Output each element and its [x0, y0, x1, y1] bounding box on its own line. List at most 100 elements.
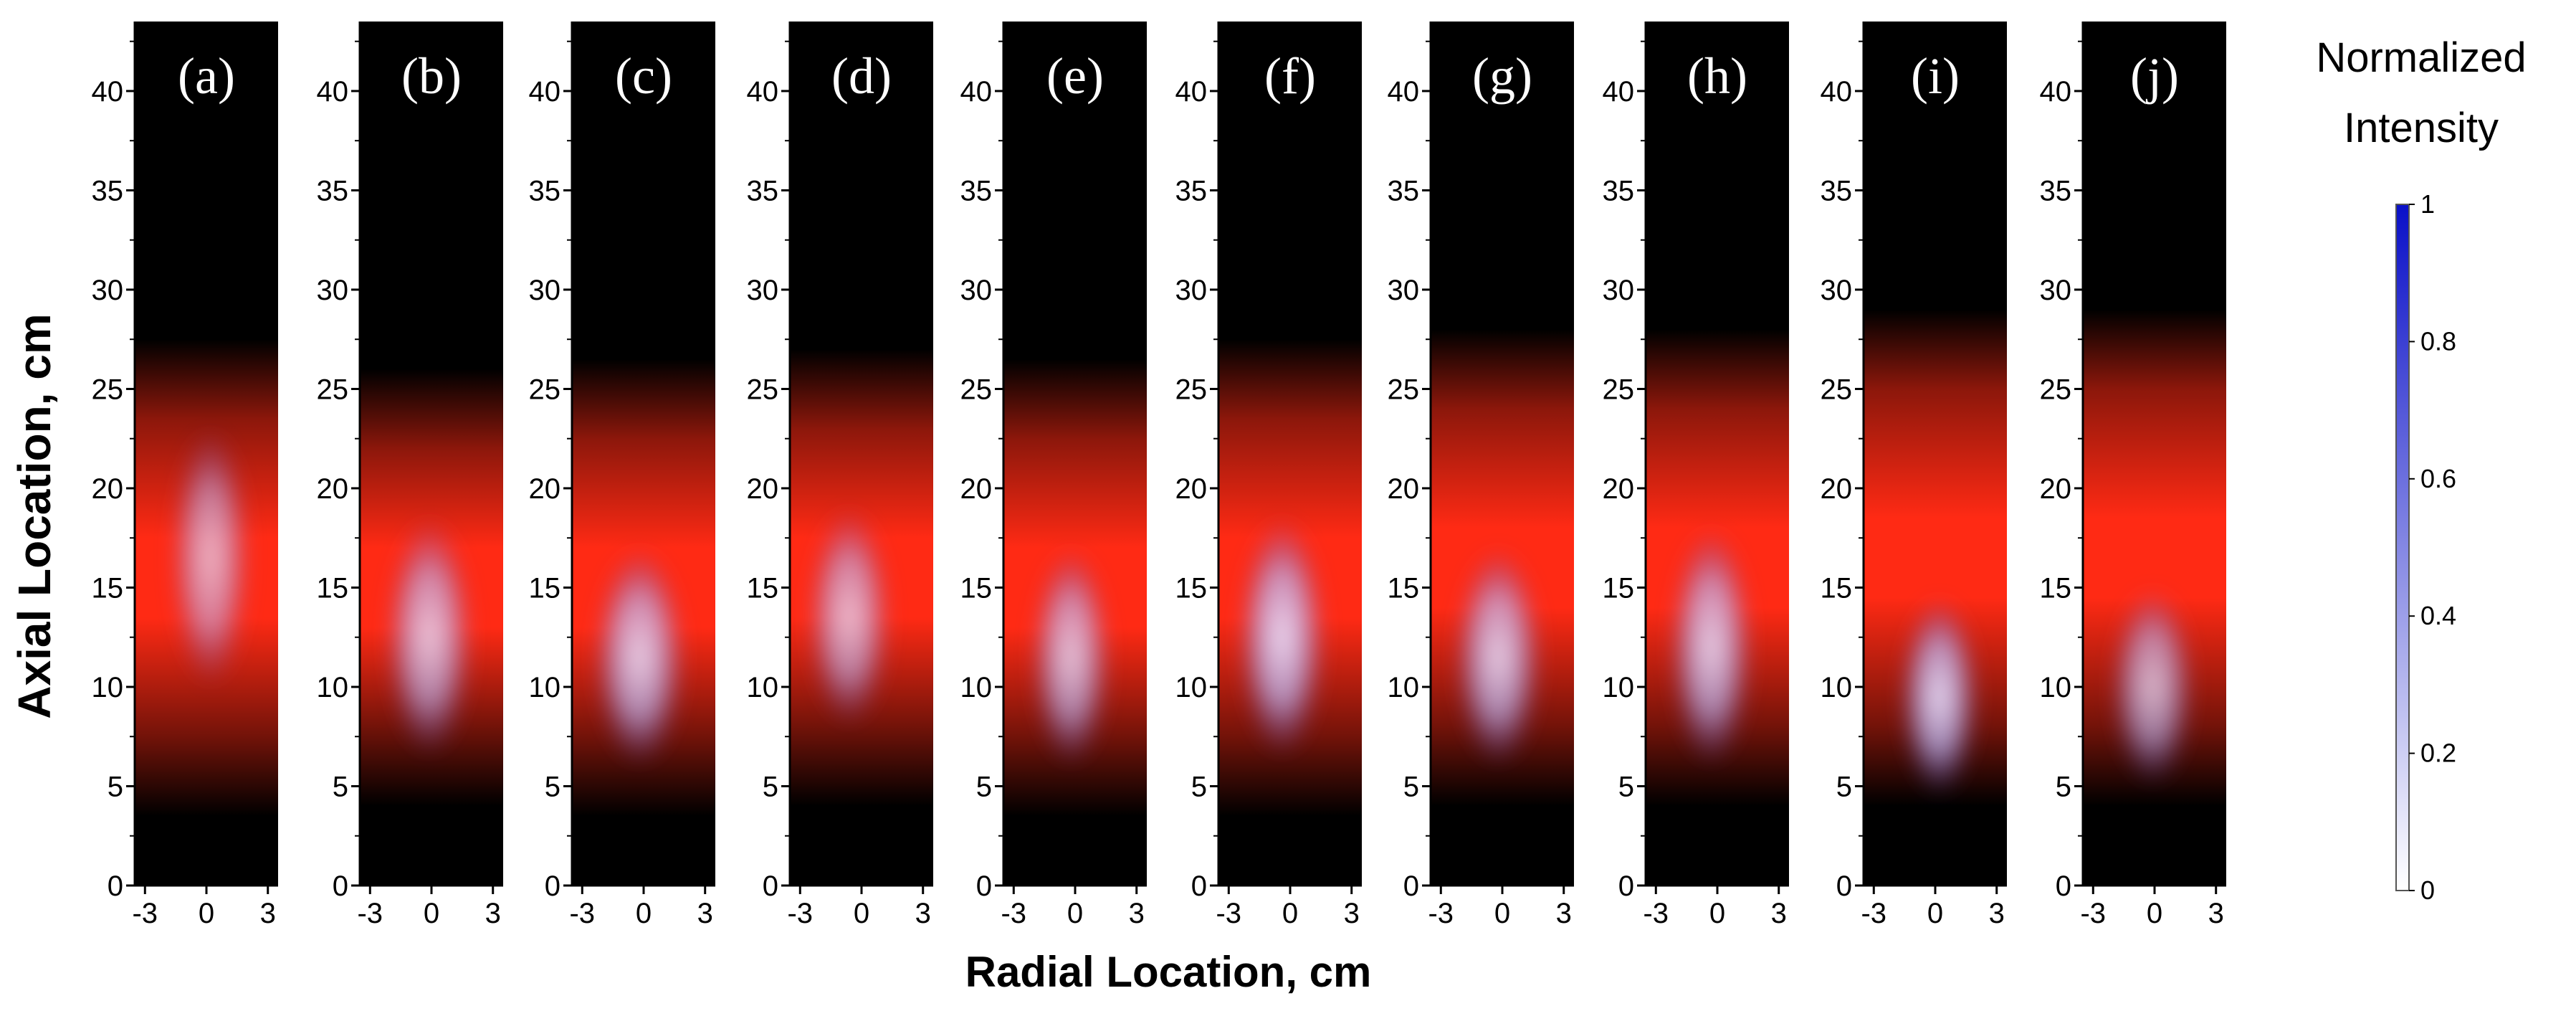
- panel-j-y-tick-label: 25: [2040, 374, 2072, 405]
- panel-i-y-tick-label: 15: [1821, 572, 1853, 604]
- panel-f-x-tick-label: 3: [1344, 898, 1360, 929]
- panel-g-blue-core: [1455, 548, 1542, 766]
- panel-a-y-tick-label: 15: [92, 572, 124, 604]
- colorbar-tick-label: 0.6: [2420, 464, 2456, 493]
- panel-f-y-tick-label: 0: [1191, 870, 1207, 902]
- panel-b-y-tick-label: 20: [317, 473, 349, 505]
- panel-e-y-tick-label: 30: [960, 275, 993, 306]
- panel-f-y-tick-label: 20: [1175, 473, 1208, 505]
- panel-b-x-tick-label: 3: [485, 898, 501, 929]
- panel-g-x-tick-label: -3: [1428, 898, 1454, 929]
- panel-f-label: (f): [1264, 47, 1316, 105]
- panel-c-y-tick-label: 0: [545, 870, 560, 902]
- panel-g-y-tick-label: 10: [1388, 672, 1420, 703]
- panel-h-blue-core: [1670, 528, 1752, 766]
- panel-g-x-tick-label: 0: [1494, 898, 1510, 929]
- panel-f-y-tick-label: 15: [1175, 572, 1208, 604]
- panel-b-label: (b): [401, 47, 462, 105]
- panel-f-y-tick-label: 35: [1175, 175, 1208, 207]
- panel-b-blue-core: [386, 518, 473, 756]
- panel-h-y-tick-label: 30: [1603, 275, 1635, 306]
- panel-c-y-tick-label: 30: [529, 275, 561, 306]
- panel-j-y-tick-label: 35: [2040, 175, 2072, 207]
- panel-f: 0 5 10 15 20 25 30 35 40 -3 0 3 (f): [1175, 22, 1362, 929]
- panel-c-y-tick-label: 35: [529, 175, 561, 207]
- panel-d-y-tick-label: 35: [747, 175, 779, 207]
- panel-a-label: (a): [178, 47, 235, 105]
- colorbar-tick-label: 0.4: [2420, 601, 2456, 630]
- panel-e-blue-core: [1032, 548, 1110, 766]
- panel-j-y-tick-label: 40: [2040, 76, 2072, 108]
- panel-f-x-tick-label: 0: [1282, 898, 1298, 929]
- panel-j-blue-core: [2112, 587, 2194, 787]
- panel-d-y-tick-label: 5: [763, 771, 778, 802]
- panel-h-y-tick-label: 20: [1603, 473, 1635, 505]
- panel-i-blue-core: [1900, 597, 1979, 797]
- panel-a-y-tick-label: 35: [92, 175, 124, 207]
- panel-i-y-tick-label: 30: [1821, 275, 1853, 306]
- panel-g-y-tick-label: 5: [1403, 771, 1419, 802]
- panel-d-x-tick-label: 3: [915, 898, 931, 929]
- panel-g: 0 5 10 15 20 25 30 35 40 -3 0 3 (g): [1388, 22, 1574, 929]
- panel-f-y-tick-label: 40: [1175, 76, 1208, 108]
- panel-a-y-tick-label: 40: [92, 76, 124, 108]
- panel-i-y-tick-label: 40: [1821, 76, 1853, 108]
- panel-g-y-tick-label: 20: [1388, 473, 1420, 505]
- panel-e-label: (e): [1046, 47, 1104, 105]
- panel-j-x-tick-label: 3: [2208, 898, 2224, 929]
- panel-c-y-tick-label: 15: [529, 572, 561, 604]
- panel-d-y-tick-label: 10: [747, 672, 779, 703]
- panel-c-y-tick-label: 5: [545, 771, 560, 802]
- panel-d-y-tick-label: 30: [747, 275, 779, 306]
- panel-d-y-tick-label: 20: [747, 473, 779, 505]
- panel-d-y-tick-label: 40: [747, 76, 779, 108]
- panel-h-y-tick-label: 10: [1603, 672, 1635, 703]
- colorbar-gradient: [2395, 204, 2410, 891]
- panel-h-x-tick-label: 3: [1771, 898, 1787, 929]
- panel-f-x-tick-label: -3: [1216, 898, 1241, 929]
- panel-g-x-tick-label: 3: [1556, 898, 1572, 929]
- panel-f-y-tick-label: 30: [1175, 275, 1208, 306]
- panel-g-y-tick-label: 35: [1388, 175, 1420, 207]
- panel-j-y-tick-label: 20: [2040, 473, 2072, 505]
- panel-c-blue-core: [594, 548, 685, 766]
- colorbar-title-line-2: Intensity: [2344, 105, 2499, 151]
- colorbar-tick-label: 1: [2420, 189, 2435, 219]
- panel-e-x-tick-label: 0: [1067, 898, 1083, 929]
- panel-j-x-tick-label: -3: [2080, 898, 2106, 929]
- panel-j-y-tick-label: 30: [2040, 275, 2072, 306]
- panel-f-y-tick-label: 5: [1191, 771, 1207, 802]
- panel-c-y-tick-label: 40: [529, 76, 561, 108]
- panel-j-y-tick-label: 0: [2056, 870, 2071, 902]
- panel-a: 0 5 10 15 20 25 30 35 40 -3 0 3 (a): [92, 22, 278, 929]
- panel-b-y-tick-label: 30: [317, 275, 349, 306]
- panel-i-label: (i): [1911, 47, 1960, 105]
- panel-h-y-tick-label: 25: [1603, 374, 1635, 405]
- panel-h-y-tick-label: 40: [1603, 76, 1635, 108]
- panel-i-y-tick-label: 35: [1821, 175, 1853, 207]
- panel-c-y-tick-label: 10: [529, 672, 561, 703]
- y-axis-title: Axial Location, cm: [9, 313, 60, 718]
- panel-e-x-tick-label: -3: [1001, 898, 1026, 929]
- panel-b-y-tick-label: 5: [333, 771, 348, 802]
- panel-e-y-tick-label: 10: [960, 672, 993, 703]
- panel-j: 0 5 10 15 20 25 30 35 40 -3 0 3 (j): [2040, 22, 2226, 929]
- panel-g-y-tick-label: 15: [1388, 572, 1420, 604]
- panel-f-y-tick-label: 10: [1175, 672, 1208, 703]
- panel-h-y-tick-label: 5: [1618, 771, 1634, 802]
- panel-j-x-tick-label: 0: [2147, 898, 2162, 929]
- x-axis-title: Radial Location, cm: [965, 948, 1372, 996]
- panel-c-x-tick-label: -3: [569, 898, 595, 929]
- panel-d-label: (d): [831, 47, 892, 105]
- panel-c-x-tick-label: 3: [697, 898, 713, 929]
- panel-h-y-tick-label: 0: [1618, 870, 1634, 902]
- panel-c: 0 5 10 15 20 25 30 35 40 -3 0 3 (c): [529, 22, 715, 929]
- panel-e-y-tick-label: 5: [976, 771, 992, 802]
- panel-a-y-tick-label: 10: [92, 672, 124, 703]
- panel-g-y-tick-label: 25: [1388, 374, 1420, 405]
- panel-e-y-tick-label: 20: [960, 473, 993, 505]
- panel-b-y-tick-label: 15: [317, 572, 349, 604]
- panel-a-y-tick-label: 5: [108, 771, 123, 802]
